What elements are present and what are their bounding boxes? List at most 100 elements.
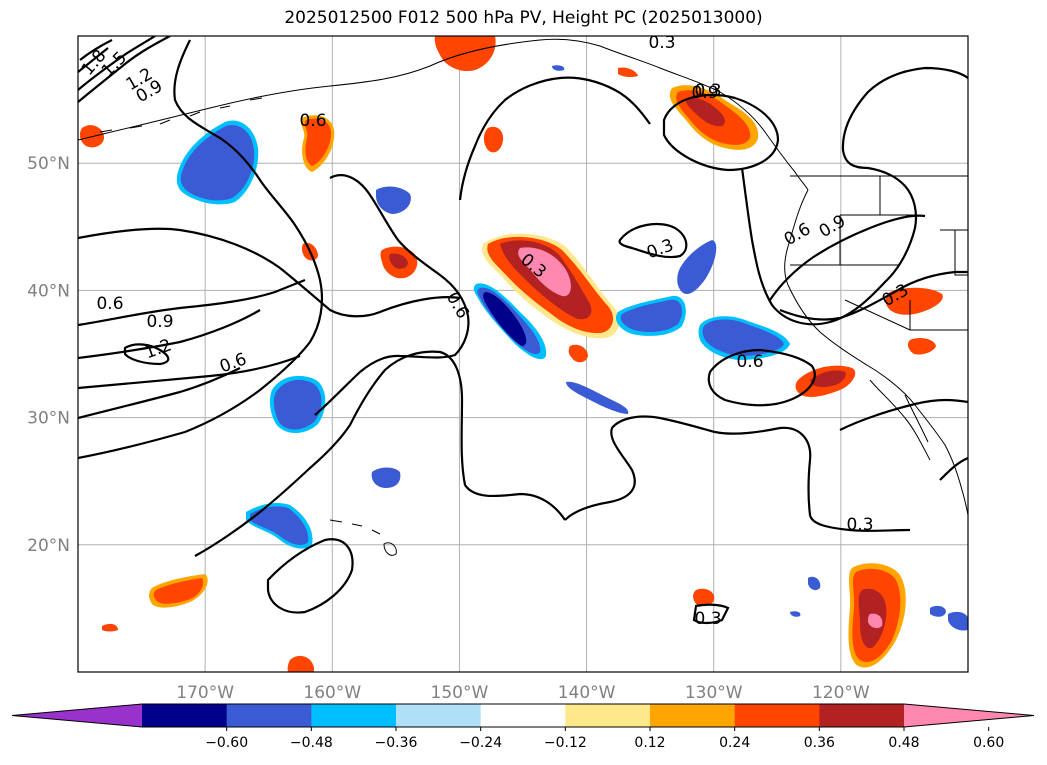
contour-label: 0.6 <box>736 352 763 372</box>
contour-line <box>349 350 566 521</box>
contour-line <box>618 222 688 259</box>
contour-line <box>78 47 109 73</box>
baja-peninsula <box>869 379 931 461</box>
contour-line <box>740 167 918 326</box>
contour-label: 0.9 <box>691 83 718 103</box>
pv-negative-blob <box>677 240 717 295</box>
lon-tick-label: 170°W <box>176 683 234 703</box>
map-title: 2025012500 F012 500 hPa PV, Height PC (2… <box>284 8 763 28</box>
colorbar-level-label: 0.36 <box>804 735 835 751</box>
colorbar-segment <box>396 704 482 727</box>
pv-negative-blob <box>483 292 527 346</box>
colorbar-level-label: 0.60 <box>973 735 1004 751</box>
pv-positive-blob <box>483 126 504 153</box>
lat-tick-label: 50°N <box>27 154 70 174</box>
pv-positive-blob <box>907 338 936 355</box>
contour-line <box>78 278 306 327</box>
lat-tick-label: 30°N <box>27 409 70 429</box>
contour-line <box>839 398 968 431</box>
contour-line <box>779 270 968 321</box>
colorbar-segment <box>734 704 820 727</box>
pv-positive-blob <box>885 287 943 315</box>
contour-line <box>78 354 301 390</box>
pv-positive-blob <box>685 97 725 127</box>
colorbar-level-label: 0.12 <box>634 735 665 751</box>
colorbar-level-label: −0.24 <box>459 735 502 751</box>
lon-tick-label: 140°W <box>558 683 616 703</box>
pv-positive-blob <box>518 247 571 297</box>
lat-tick-label: 40°N <box>27 281 70 301</box>
contour-label: 0.3 <box>846 515 873 535</box>
colorbar-segment <box>565 704 651 727</box>
colorbar-level-label: 0.48 <box>888 735 919 751</box>
colorbar-level-label: 0.24 <box>719 735 750 751</box>
contour-line <box>769 214 926 301</box>
contour-label: 0.6 <box>299 111 326 131</box>
pv-positive-blob <box>693 588 715 607</box>
pv-positive-blob <box>618 67 638 78</box>
height-contours <box>78 36 968 625</box>
pv-shading <box>79 36 968 672</box>
colorbar-level-label: −0.48 <box>290 735 333 751</box>
contour-label: 0.6 <box>96 294 123 314</box>
pv-negative-blob <box>273 379 322 430</box>
pv-negative-blob <box>930 605 946 617</box>
pv-positive-blob <box>304 118 332 166</box>
lon-tick-label: 120°W <box>812 683 870 703</box>
pv-negative-blob <box>620 299 683 332</box>
contour-line <box>707 348 816 407</box>
axis-tick-labels: 170°W 160°W 150°W 140°W 130°W 120°W 20°N 30°N 40… <box>27 154 870 703</box>
north-america-coastline <box>784 189 968 516</box>
canada-border <box>940 229 968 276</box>
pv-negative-blob <box>702 319 784 356</box>
contour-line <box>78 39 324 460</box>
contour-line <box>78 36 171 103</box>
pv-negative-blob <box>790 611 801 617</box>
coastlines <box>78 38 968 556</box>
colorbar-segment <box>311 704 397 727</box>
colorbar-outline <box>11 703 1035 728</box>
colorbar-segment <box>650 704 736 727</box>
pv-positive-blob <box>389 253 408 269</box>
pv-positive-blob <box>810 370 846 388</box>
colorbar-level-label: −0.36 <box>375 735 418 751</box>
contour-line <box>78 309 261 360</box>
colorbar-segment <box>819 704 905 727</box>
contour-line <box>78 367 241 420</box>
contour-line <box>841 66 968 187</box>
contour-line <box>564 415 716 521</box>
contour-line <box>266 538 354 614</box>
lon-tick-label: 150°W <box>431 683 489 703</box>
contour-line <box>123 343 170 366</box>
pv-positive-blob <box>568 344 588 363</box>
pv-negative-blob <box>552 65 565 71</box>
us-border <box>790 175 968 331</box>
contour-line <box>939 456 968 481</box>
pv-negative-blob <box>371 467 401 488</box>
colorbar-extend-high <box>904 704 1034 727</box>
contour-line <box>78 227 461 318</box>
pv-negative-blob <box>250 506 309 545</box>
contour-label: 0.3 <box>694 81 721 101</box>
pv-positive-blob <box>287 655 314 672</box>
contour-line <box>79 39 113 61</box>
pv-positive-blob <box>153 578 204 604</box>
pv-positive-blob <box>868 613 883 629</box>
contour-line <box>662 93 780 172</box>
contour-line <box>714 426 911 532</box>
contour-line <box>194 424 351 557</box>
contour-label: 0.3 <box>648 33 675 53</box>
pv-negative-blob <box>948 611 968 631</box>
alaska-coastline <box>78 38 809 191</box>
colorbar-segment <box>226 704 312 727</box>
contour-label: 0.9 <box>146 312 173 332</box>
pv-negative-blob <box>376 186 411 214</box>
contour-line <box>314 174 470 416</box>
pv-negative-blob <box>808 576 821 591</box>
lon-tick-label: 130°W <box>685 683 743 703</box>
contour-line <box>692 603 730 625</box>
colorbar-level-label: −0.12 <box>544 735 587 751</box>
colorbar-extend-low <box>12 704 142 727</box>
aleutian-islands <box>99 97 263 133</box>
